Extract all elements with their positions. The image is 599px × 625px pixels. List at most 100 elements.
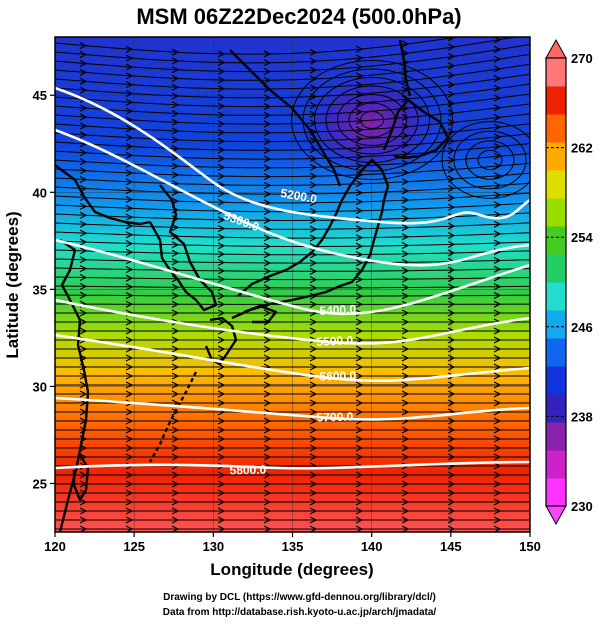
flow-arrow (263, 498, 272, 506)
flow-arrow (263, 259, 272, 267)
flow-arrow (171, 489, 180, 497)
flow-arrow (401, 444, 410, 452)
flow-arrow (493, 399, 502, 407)
flow-arrow (447, 381, 456, 389)
flow-arrow (217, 146, 226, 154)
flow-arrow (171, 516, 180, 524)
flow-arrow (263, 190, 272, 198)
flow-arrow (79, 318, 88, 326)
streamline (55, 103, 530, 125)
flow-arrow (493, 336, 502, 344)
flow-arrow (401, 318, 410, 326)
flow-arrow (447, 507, 456, 515)
flow-arrow (355, 507, 364, 515)
x-axis-label: Longitude (degrees) (210, 560, 373, 579)
flow-arrow (171, 57, 180, 65)
colorbar-segment (546, 394, 566, 423)
flow-arrow (309, 292, 318, 300)
flow-arrow (355, 72, 364, 80)
flow-arrow (355, 99, 364, 107)
flow-arrow (217, 225, 226, 233)
flow-arrow (125, 265, 134, 274)
flow-arrow (447, 165, 456, 174)
flow-arrow (171, 92, 180, 100)
plot-area: 5200.05300.05400.05500.05600.05700.05800… (55, 37, 530, 532)
x-tick-label: 150 (519, 539, 541, 554)
flow-arrow (309, 408, 318, 416)
flow-arrow (125, 426, 134, 434)
flow-arrow (125, 363, 134, 371)
flow-arrow (447, 266, 456, 274)
flow-arrow (447, 118, 456, 126)
contour-label: 5600.0 (319, 368, 356, 383)
height-contour (55, 86, 530, 225)
height-contour (55, 396, 530, 421)
flow-arrow (125, 107, 134, 115)
flow-arrow (355, 408, 364, 416)
streamline (360, 111, 384, 129)
colorbar-segment (546, 198, 566, 227)
flow-arrow (125, 390, 134, 398)
flow-arrow (217, 216, 226, 224)
flow-arrow (309, 207, 318, 216)
flow-arrow (217, 267, 226, 275)
colorbar-tick-label: 230 (571, 499, 593, 514)
flow-arrow (125, 435, 134, 443)
flow-arrow (217, 471, 226, 479)
flow-arrow (355, 327, 364, 335)
flow-arrow (309, 199, 318, 207)
flow-arrow (217, 242, 226, 250)
colorbar-segment (546, 142, 566, 171)
streamline (453, 130, 527, 190)
flow-arrow (217, 59, 226, 67)
flow-arrow (309, 225, 318, 233)
flow-arrow (125, 354, 134, 362)
flow-arrow (79, 131, 88, 139)
flow-arrow (309, 453, 318, 461)
colorbar-segment (546, 450, 566, 479)
flow-arrow (447, 109, 456, 117)
flow-arrow (171, 336, 180, 344)
flow-arrow (263, 102, 272, 111)
flow-arrow (493, 265, 502, 273)
flow-arrow (79, 525, 88, 532)
colorbar-tick-label: 254 (571, 230, 593, 245)
flow-arrow (263, 318, 272, 326)
flow-arrow (125, 204, 134, 212)
flow-arrow (493, 220, 502, 228)
flow-arrow (171, 188, 180, 196)
flow-arrow (401, 214, 410, 222)
flow-arrow (125, 336, 134, 344)
flow-arrow (401, 399, 410, 407)
flow-arrow (263, 234, 272, 242)
flow-arrow (493, 239, 502, 247)
y-tick-label: 30 (33, 379, 47, 394)
flow-arrow (263, 129, 272, 137)
flow-arrow (401, 40, 410, 48)
flow-arrow (493, 210, 502, 219)
flow-arrow (493, 45, 502, 53)
flow-arrow (447, 292, 456, 300)
flow-arrow (263, 67, 272, 76)
flow-arrow (263, 336, 272, 344)
flow-arrow (493, 256, 502, 264)
flow-arrow (401, 224, 410, 232)
flow-arrow (401, 345, 410, 353)
flow-arrow (401, 516, 410, 524)
flow-arrow (79, 113, 88, 121)
flow-arrow (171, 426, 180, 434)
flow-arrow (125, 187, 134, 195)
flow-arrow (125, 291, 134, 300)
flow-arrow (125, 134, 134, 142)
flow-arrow (217, 345, 226, 353)
flow-arrow (171, 408, 180, 416)
flow-arrow (309, 172, 318, 180)
flow-arrow (309, 381, 318, 389)
flow-arrow (217, 381, 226, 389)
flow-arrow (125, 372, 134, 380)
flow-arrow (493, 65, 502, 73)
flow-arrow (217, 435, 226, 443)
flow-arrow (263, 216, 272, 224)
flow-arrow (447, 90, 456, 98)
flow-arrow (493, 143, 502, 151)
